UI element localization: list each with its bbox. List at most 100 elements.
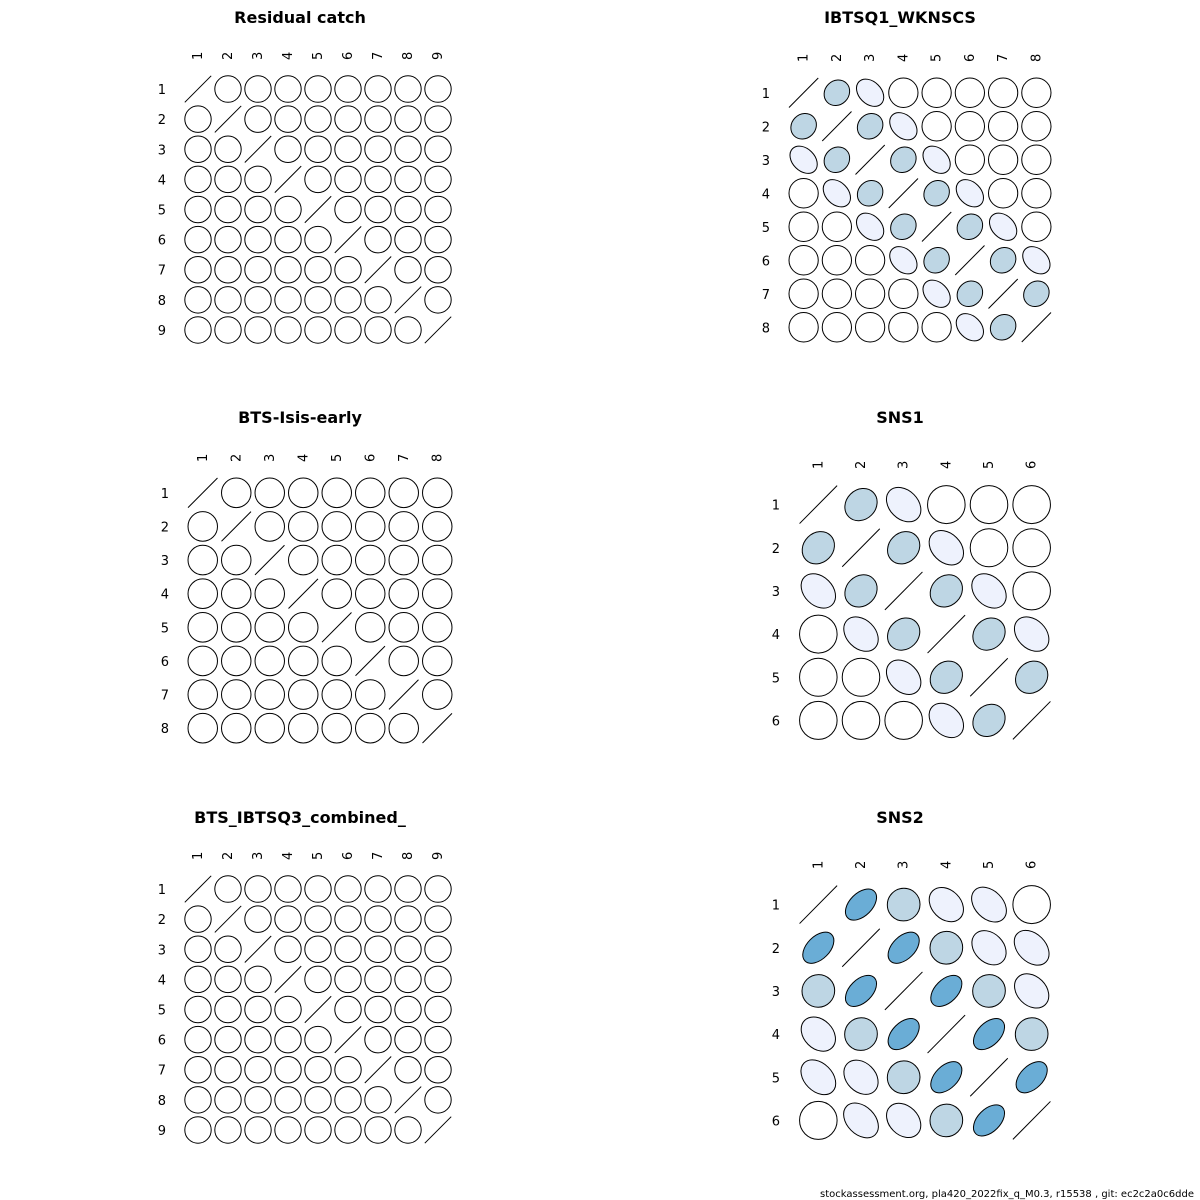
- row-label: 4: [772, 1028, 780, 1043]
- diagonal-line: [288, 578, 319, 609]
- correlation-ellipse: [1012, 885, 1051, 925]
- correlation-ellipse: [274, 905, 302, 933]
- correlation-ellipse: [394, 1055, 422, 1084]
- diagonal-line: [1021, 312, 1052, 343]
- correlation-ellipse: [184, 1025, 212, 1054]
- correlation-ellipse: [244, 165, 272, 194]
- row-label: 6: [772, 1114, 780, 1129]
- correlation-ellipse: [244, 75, 272, 103]
- correlation-ellipse: [424, 255, 452, 284]
- correlation-ellipse: [799, 700, 838, 740]
- correlation-ellipse: [956, 280, 984, 308]
- column-label: 5: [982, 861, 997, 869]
- correlation-ellipse: [424, 875, 452, 903]
- correlation-ellipse: [987, 77, 1019, 108]
- correlation-ellipse: [187, 612, 218, 643]
- correlation-ellipse: [244, 1025, 272, 1054]
- row-label: 3: [772, 985, 780, 1000]
- correlation-ellipse: [221, 477, 252, 509]
- correlation-ellipse: [334, 905, 362, 933]
- correlation-ellipse: [187, 645, 218, 677]
- correlation-ellipse: [364, 1116, 392, 1144]
- correlation-ellipse: [244, 965, 272, 994]
- column-label: 7: [371, 852, 386, 860]
- column-label: 3: [897, 861, 912, 869]
- column-label: 5: [330, 454, 345, 462]
- correlation-ellipse: [364, 935, 392, 964]
- row-label: 5: [161, 621, 169, 636]
- column-label: 3: [897, 461, 912, 469]
- correlation-ellipse: [244, 995, 272, 1024]
- correlation-ellipse: [841, 700, 881, 740]
- correlation-ellipse: [321, 712, 352, 744]
- row-label: 9: [158, 324, 166, 339]
- diagonal-line: [921, 211, 952, 242]
- correlation-ellipse: [885, 486, 922, 523]
- correlation-ellipse: [844, 888, 878, 921]
- panel-title: BTS_IBTSQ3_combined_: [194, 808, 406, 827]
- diagonal-line: [355, 645, 386, 677]
- correlation-ellipse: [801, 974, 836, 1008]
- correlation-ellipse: [843, 1059, 879, 1095]
- correlation-ellipse: [184, 165, 212, 194]
- correlation-ellipse: [821, 278, 853, 309]
- correlation-panel: BTS_IBTSQ3_combined_ 1 1 2 2 3 3 4 4 5 5 6 6 7 7 8 8 9 9: [158, 808, 452, 1144]
- diagonal-line: [969, 1057, 1009, 1097]
- correlation-ellipse: [364, 135, 392, 164]
- correlation-ellipse: [889, 246, 918, 275]
- correlation-ellipse: [214, 1025, 242, 1054]
- column-label: 2: [229, 454, 244, 462]
- correlation-ellipse: [887, 531, 921, 565]
- correlation-ellipse: [1012, 485, 1051, 525]
- correlation-ellipse: [334, 255, 362, 284]
- correlation-ellipse: [364, 165, 392, 194]
- row-label: 2: [772, 542, 780, 557]
- column-label: 8: [1029, 54, 1044, 62]
- correlation-ellipse: [923, 246, 950, 274]
- correlation-ellipse: [288, 511, 319, 542]
- correlation-ellipse: [355, 578, 386, 609]
- row-label: 8: [158, 1094, 166, 1109]
- correlation-ellipse: [244, 195, 272, 224]
- correlation-ellipse: [364, 105, 392, 133]
- correlation-ellipse: [954, 111, 986, 142]
- diagonal-line: [334, 1026, 362, 1054]
- correlation-ellipse: [799, 657, 838, 697]
- row-label: 6: [762, 254, 770, 269]
- correlation-ellipse: [355, 477, 386, 509]
- correlation-ellipse: [274, 875, 302, 903]
- correlation-ellipse: [254, 712, 285, 744]
- correlation-ellipse: [424, 1055, 452, 1084]
- diagonal-line: [364, 256, 392, 284]
- correlation-ellipse: [1015, 1061, 1048, 1094]
- correlation-ellipse: [184, 1086, 212, 1114]
- correlation-ellipse: [334, 316, 362, 344]
- column-label: 4: [939, 461, 954, 469]
- correlation-ellipse: [921, 77, 952, 108]
- correlation-ellipse: [971, 573, 1007, 609]
- column-label: 2: [221, 852, 236, 860]
- correlation-ellipse: [424, 995, 452, 1024]
- correlation-ellipse: [424, 75, 452, 103]
- correlation-ellipse: [972, 617, 1006, 651]
- diagonal-line: [888, 178, 919, 209]
- correlation-ellipse: [254, 477, 285, 509]
- diagonal-line: [1012, 1101, 1051, 1140]
- row-label: 4: [772, 628, 780, 643]
- correlation-ellipse: [823, 79, 851, 107]
- diagonal-line: [988, 278, 1019, 309]
- correlation-ellipse: [854, 278, 886, 309]
- correlation-ellipse: [424, 965, 452, 994]
- correlation-ellipse: [254, 612, 285, 643]
- row-label: 3: [161, 554, 169, 569]
- correlation-ellipse: [334, 935, 362, 964]
- correlation-ellipse: [304, 965, 332, 994]
- correlation-ellipse: [394, 995, 422, 1024]
- correlation-ellipse: [304, 875, 332, 903]
- row-label: 1: [772, 899, 780, 914]
- row-label: 6: [158, 1034, 166, 1049]
- correlation-ellipse: [972, 974, 1006, 1008]
- column-label: 1: [811, 861, 826, 869]
- correlation-ellipse: [321, 645, 352, 677]
- column-label: 4: [281, 52, 296, 60]
